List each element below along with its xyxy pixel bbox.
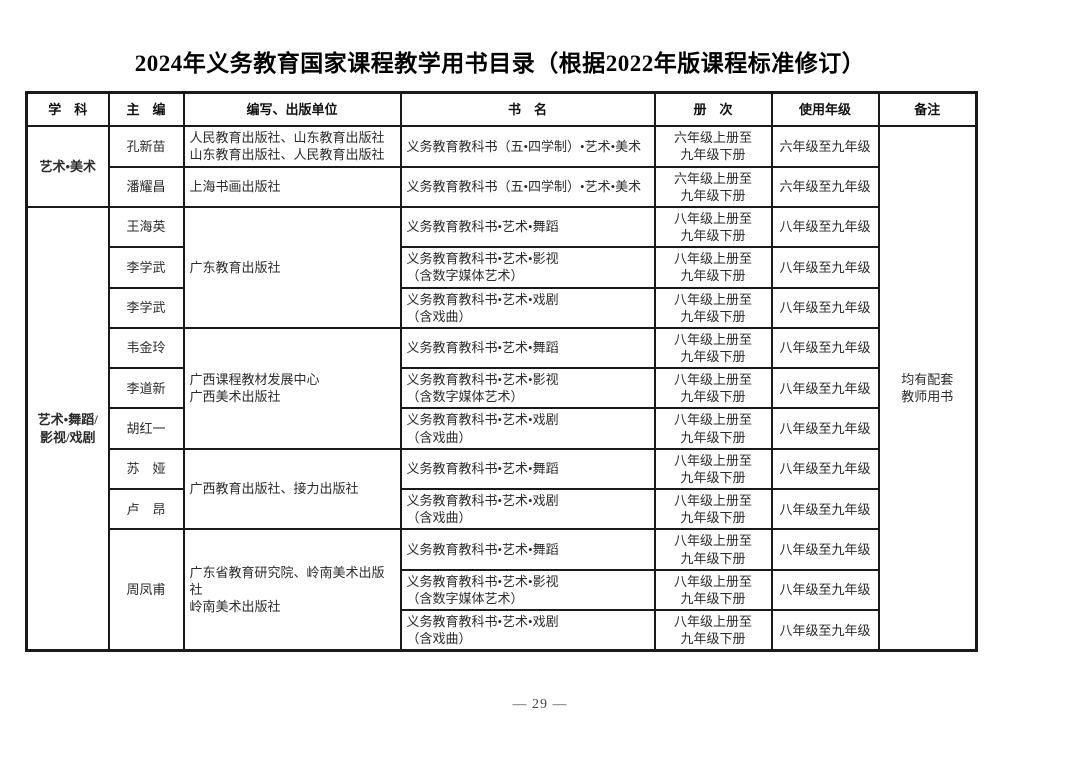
cell-editor: 李学武 <box>107 286 185 329</box>
cell-remark: 均有配套 教师用书 <box>877 125 978 652</box>
cell-book: 义务教育教科书•艺术•戏剧 （含戏曲） <box>399 407 656 450</box>
cell-grade: 八年级至九年级 <box>770 528 880 571</box>
cell-publisher: 人民教育出版社、山东教育出版社 山东教育出版社、人民教育出版社 <box>182 125 402 168</box>
cell-grade: 八年级至九年级 <box>770 609 880 652</box>
table-row: 苏 娅 广西教育出版社、接力出版社 义务教育教科书•艺术•舞蹈 八年级上册至 九… <box>27 447 977 531</box>
cell-book: 义务教育教科书•艺术•舞蹈 <box>399 447 656 491</box>
cell-editor: 潘耀昌 <box>107 165 185 208</box>
cell-book: 义务教育教科书•艺术•戏剧 （含戏曲） <box>399 488 656 531</box>
table-row: 胡红一 义务教育教科书•艺术•戏剧 （含戏曲） 八年级上册至 九年级下册 八年级… <box>27 407 977 450</box>
cell-grade: 八年级至九年级 <box>770 407 880 450</box>
cell-grade: 八年级至九年级 <box>770 326 880 370</box>
cell-publisher: 广西教育出版社、接力出版社 <box>182 447 402 531</box>
table-row: 义务教育教科书•艺术•影视 （含数字媒体艺术） 八年级上册至 九年级下册 八年级… <box>27 568 977 612</box>
cell-editor: 胡红一 <box>107 407 185 450</box>
col-header-grade: 使用年级 <box>770 91 880 128</box>
textbook-catalog-table: 学 科 主 编 编写、出版单位 书 名 册 次 使用年级 备注 艺术•美术 孔新… <box>25 90 978 653</box>
cell-editor: 李道新 <box>107 367 185 410</box>
cell-book: 义务教育教科书•艺术•戏剧 （含戏曲） <box>399 286 656 329</box>
cell-publisher: 广东教育出版社 <box>182 205 402 329</box>
cell-book: 义务教育教科书（五•四学制）•艺术•美术 <box>399 125 656 168</box>
table-row: 潘耀昌 上海书画出版社 义务教育教科书（五•四学制）•艺术•美术 六年级上册至 … <box>27 165 977 208</box>
cell-book: 义务教育教科书•艺术•戏剧 （含戏曲） <box>399 609 656 652</box>
cell-grade: 八年级至九年级 <box>770 568 880 612</box>
cell-editor: 韦金玲 <box>107 326 185 370</box>
cell-editor: 卢 昂 <box>107 488 185 531</box>
cell-subject-art-fine-arts: 艺术•美术 <box>25 125 110 208</box>
cell-grade: 八年级至九年级 <box>770 367 880 410</box>
table-row: 李道新 义务教育教科书•艺术•影视 （含数字媒体艺术） 八年级上册至 九年级下册… <box>27 367 977 410</box>
cell-volume: 八年级上册至 九年级下册 <box>653 528 773 571</box>
table-row: 李学武 义务教育教科书•艺术•戏剧 （含戏曲） 八年级上册至 九年级下册 八年级… <box>27 286 977 329</box>
cell-book: 义务教育教科书•艺术•舞蹈 <box>399 326 656 370</box>
cell-volume: 八年级上册至 九年级下册 <box>653 609 773 652</box>
table-row: 卢 昂 义务教育教科书•艺术•戏剧 （含戏曲） 八年级上册至 九年级下册 八年级… <box>27 488 977 531</box>
cell-volume: 六年级上册至 九年级下册 <box>653 125 773 168</box>
cell-volume: 八年级上册至 九年级下册 <box>653 568 773 612</box>
cell-publisher: 上海书画出版社 <box>182 165 402 208</box>
cell-grade: 八年级至九年级 <box>770 246 880 289</box>
cell-volume: 八年级上册至 九年级下册 <box>653 488 773 531</box>
cell-book: 义务教育教科书•艺术•影视 （含数字媒体艺术） <box>399 246 656 289</box>
header-row: 学 科 主 编 编写、出版单位 书 名 册 次 使用年级 备注 <box>25 91 978 128</box>
cell-volume: 八年级上册至 九年级下册 <box>653 326 773 370</box>
cell-book: 义务教育教科书•艺术•舞蹈 <box>399 528 656 571</box>
table-row: 韦金玲 广西课程教材发展中心 广西美术出版社 义务教育教科书•艺术•舞蹈 八年级… <box>27 326 977 450</box>
cell-volume: 八年级上册至 九年级下册 <box>653 286 773 329</box>
page-title: 2024年义务教育国家课程教学用书目录（根据2022年版课程标准修订） <box>134 51 866 76</box>
cell-editor: 周凤甫 <box>107 528 185 652</box>
col-header-volume: 册 次 <box>653 91 773 128</box>
cell-volume: 八年级上册至 九年级下册 <box>653 447 773 491</box>
cell-editor: 苏 娅 <box>107 447 185 491</box>
cell-grade: 八年级至九年级 <box>770 488 880 531</box>
cell-subject-art-dance-film-drama: 艺术•舞蹈/影视/戏剧 <box>25 205 110 652</box>
table-row: 义务教育教科书•艺术•戏剧 （含戏曲） 八年级上册至 九年级下册 八年级至九年级 <box>27 609 977 652</box>
cell-grade: 六年级至九年级 <box>770 125 880 168</box>
cell-editor: 孔新苗 <box>107 125 185 168</box>
cell-publisher: 广西课程教材发展中心 广西美术出版社 <box>182 326 402 450</box>
cell-grade: 八年级至九年级 <box>770 447 880 491</box>
table-row: 艺术•舞蹈/影视/戏剧 王海英 广东教育出版社 义务教育教科书•艺术•舞蹈 八年… <box>25 205 977 652</box>
cell-grade: 六年级至九年级 <box>770 165 880 208</box>
cell-grade: 八年级至九年级 <box>770 205 880 249</box>
table-row: 李学武 义务教育教科书•艺术•影视 （含数字媒体艺术） 八年级上册至 九年级下册… <box>27 246 977 289</box>
col-header-book: 书 名 <box>399 91 656 128</box>
page-number: — 29 — <box>512 697 568 712</box>
cell-publisher: 广东省教育研究院、岭南美术出版社 岭南美术出版社 <box>182 528 402 652</box>
cell-book: 义务教育教科书•艺术•影视 （含数字媒体艺术） <box>399 568 656 612</box>
cell-volume: 八年级上册至 九年级下册 <box>653 205 773 249</box>
col-header-editor: 主 编 <box>107 91 185 128</box>
cell-volume: 八年级上册至 九年级下册 <box>653 246 773 289</box>
col-header-remark: 备注 <box>877 91 978 128</box>
table-row: 周凤甫 广东省教育研究院、岭南美术出版社 岭南美术出版社 义务教育教科书•艺术•… <box>27 528 977 652</box>
cell-volume: 八年级上册至 九年级下册 <box>653 367 773 410</box>
cell-volume: 六年级上册至 九年级下册 <box>653 165 773 208</box>
cell-editor: 王海英 <box>107 205 185 249</box>
cell-editor: 李学武 <box>107 246 185 289</box>
cell-book: 义务教育教科书•艺术•舞蹈 <box>399 205 656 249</box>
cell-volume: 八年级上册至 九年级下册 <box>653 407 773 450</box>
cell-book: 义务教育教科书（五•四学制）•艺术•美术 <box>399 165 656 208</box>
table-row: 艺术•美术 孔新苗 人民教育出版社、山东教育出版社 山东教育出版社、人民教育出版… <box>25 125 978 652</box>
cell-grade: 八年级至九年级 <box>770 286 880 329</box>
cell-book: 义务教育教科书•艺术•影视 （含数字媒体艺术） <box>399 367 656 410</box>
col-header-publisher: 编写、出版单位 <box>182 91 402 128</box>
col-header-subject: 学 科 <box>25 91 110 128</box>
